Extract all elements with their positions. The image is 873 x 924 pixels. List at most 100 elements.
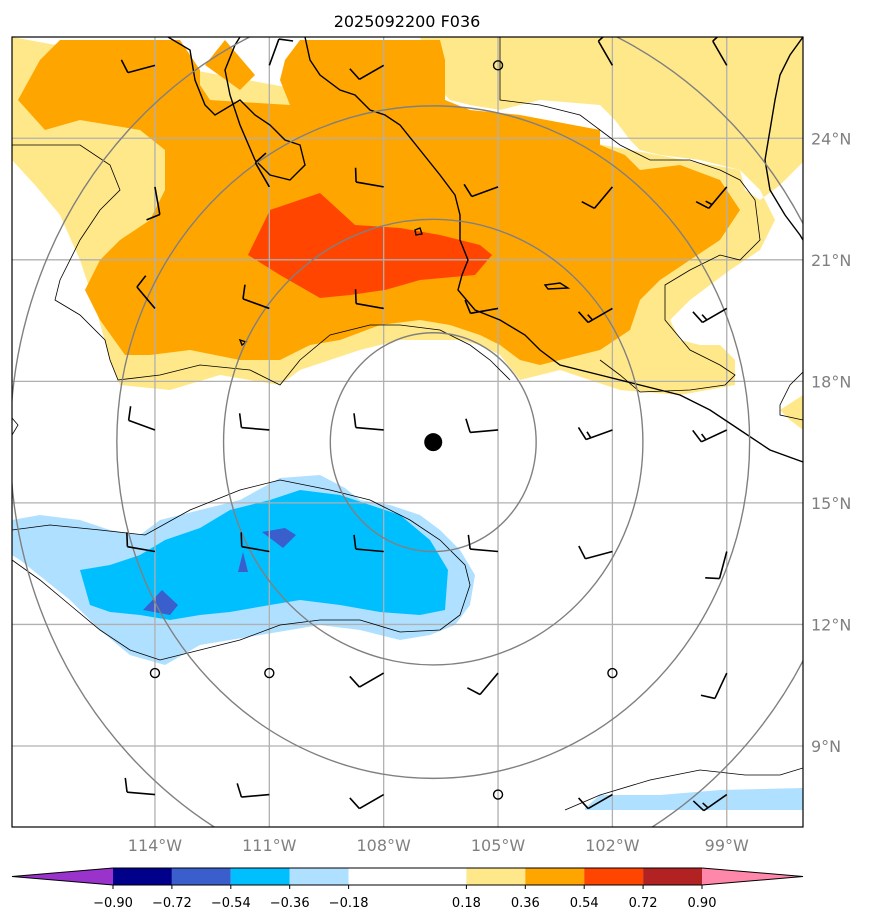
wind-barb [124, 777, 156, 796]
range-ring-1 [329, 332, 537, 553]
borders [12, 37, 803, 811]
border-3 [12, 479, 471, 661]
wind-barb [254, 152, 271, 188]
colorbar-segment [584, 868, 644, 885]
calm-marker [149, 667, 161, 679]
lon-label-2: 108°W [356, 836, 411, 855]
map-content [12, 37, 803, 827]
lon-label-5: 99°W [705, 836, 749, 855]
colorbar-extend-high [702, 868, 803, 885]
field-pos3 [248, 193, 492, 298]
lat-label-5: 9°N [811, 737, 841, 756]
wind-barb [349, 793, 385, 810]
coastlines [167, 37, 803, 463]
figure-title: 2025092200 F036 [334, 12, 481, 31]
field-neg1-south [585, 788, 803, 810]
colorbar-segment [113, 868, 172, 885]
wind-barb [463, 183, 499, 198]
lon-label-3: 105°W [471, 836, 526, 855]
field-pos1-east [780, 395, 803, 430]
wind-barb [242, 284, 270, 310]
wind-barb [238, 413, 270, 431]
colorbar-extend-low [12, 868, 113, 885]
colorbar-tick-label: −0.36 [270, 896, 310, 911]
colorbar-segment [348, 868, 467, 885]
border-1 [499, 37, 761, 393]
negative-anomaly-fill [12, 475, 803, 810]
calm-marker [264, 667, 275, 679]
wind-barb [136, 275, 156, 309]
colorbar-tick-label: −0.18 [329, 896, 369, 911]
range-ring-3 [116, 105, 751, 780]
wind-barb [577, 426, 613, 441]
field-neg3-c [262, 528, 296, 548]
wind-barb [467, 534, 499, 553]
calm-marker [492, 789, 504, 800]
colorbar-tick-label: 0.54 [570, 896, 599, 911]
lat-label-3: 15°N [811, 494, 851, 513]
border-5 [779, 371, 803, 421]
wind-barb [581, 186, 614, 210]
range-ring-2 [222, 218, 644, 666]
wind-barb [597, 37, 614, 66]
map-frame [11, 36, 804, 828]
wind-barb [692, 793, 728, 812]
colorbar-tick-label: −0.72 [152, 896, 192, 911]
colorbar-segment [230, 868, 290, 885]
lon-label-0: 114°W [128, 836, 183, 855]
longitude-labels: 114°W 111°W 108°W 105°W 102°W 99°W [128, 836, 749, 855]
wind-barb [467, 672, 499, 696]
range-rings [12, 37, 803, 827]
wind-barb [240, 532, 270, 553]
colorbar-segment [643, 868, 702, 885]
field-neg3-b [238, 552, 248, 572]
wind-barb [120, 59, 156, 74]
border-6 [12, 417, 19, 436]
wind-barb [354, 289, 384, 310]
colorbar-segment [466, 868, 526, 885]
gridlines [12, 37, 803, 827]
latitude-labels: 24°N 21°N 18°N 15°N 12°N 9°N [811, 129, 851, 756]
coast-baja [167, 37, 306, 181]
wind-barb [146, 186, 161, 221]
colorbar-segment [171, 868, 231, 885]
storm-center-marker [424, 433, 443, 452]
wind-barb [695, 186, 728, 210]
wind-barb [464, 299, 499, 315]
colorbar-segment [525, 868, 585, 885]
coast-mainland [304, 37, 803, 463]
lat-label-4: 12°N [811, 615, 851, 634]
wind-barb [353, 534, 384, 553]
wind-barb [353, 413, 384, 431]
colorbar-tick-label: 0.36 [511, 896, 540, 911]
wind-barb [127, 406, 156, 431]
wind-barb [354, 167, 384, 188]
colorbar-segment [289, 868, 349, 885]
wind-barb [236, 783, 270, 798]
field-neg3-a [143, 590, 178, 615]
wind-barb [349, 672, 385, 688]
calm-marker [607, 667, 618, 679]
wind-barbs [120, 37, 728, 812]
border-4 [564, 767, 803, 811]
wind-barb [126, 532, 156, 553]
wind-barb [700, 672, 728, 700]
colorbar: −0.90 −0.72 −0.54 −0.36 −0.18 0.18 0.36 0.54 0.7… [11, 867, 804, 911]
lat-label-0: 24°N [811, 129, 851, 148]
colorbar-tick-label: 0.72 [629, 896, 658, 911]
lat-label-1: 21°N [811, 251, 851, 270]
colorbar-tick-label: −0.90 [93, 896, 133, 911]
coast-gulf [764, 37, 803, 241]
wind-barb [705, 551, 728, 580]
wind-barb [692, 307, 728, 324]
wind-barb [268, 38, 294, 66]
lon-label-4: 102°W [585, 836, 640, 855]
wind-barb [577, 793, 613, 810]
colorbar-tick-label: 0.18 [452, 896, 481, 911]
wind-barb [465, 418, 499, 434]
wind-barb [692, 429, 728, 443]
coast-island [238, 227, 571, 347]
wind-barb [577, 307, 613, 324]
colorbar-tick-label: −0.54 [211, 896, 251, 911]
